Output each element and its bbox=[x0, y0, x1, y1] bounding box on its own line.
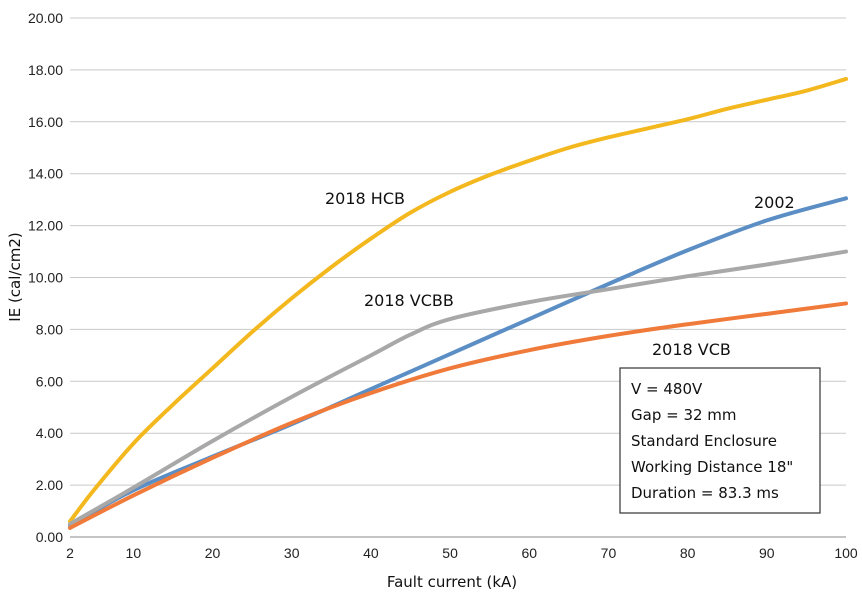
annotation-line-voltage: V = 480V bbox=[631, 380, 703, 398]
y-tick-label: 4.00 bbox=[36, 425, 63, 441]
x-tick-label: 40 bbox=[363, 545, 379, 561]
y-tick-label: 8.00 bbox=[36, 321, 63, 337]
y-axis-title: IE (cal/cm2) bbox=[6, 232, 24, 321]
annotation-line-distance: Working Distance 18" bbox=[631, 458, 793, 476]
series-line-2018-vcbb bbox=[68, 249, 848, 527]
y-tick-label: 10.00 bbox=[28, 270, 63, 286]
y-tick-label: 2.00 bbox=[36, 477, 63, 493]
annotation-line-enclosure: Standard Enclosure bbox=[631, 432, 777, 450]
annotation-box: V = 480V Gap = 32 mm Standard Enclosure … bbox=[619, 367, 821, 514]
y-tick-label: 6.00 bbox=[36, 373, 63, 389]
series-label-2018-hcb: 2018 HCB bbox=[325, 189, 405, 208]
series-line-2018-vcb bbox=[68, 301, 848, 530]
x-tick-labels: 2 10 20 30 40 50 60 70 80 90 100 bbox=[66, 545, 858, 561]
x-tick-label: 70 bbox=[601, 545, 617, 561]
y-tick-label: 14.00 bbox=[28, 166, 63, 182]
x-tick-label: 30 bbox=[284, 545, 300, 561]
y-tick-label: 18.00 bbox=[28, 62, 63, 78]
series-line-2018-hcb bbox=[68, 76, 848, 524]
x-tick-label: 90 bbox=[759, 545, 775, 561]
x-tick-label: 20 bbox=[205, 545, 221, 561]
y-tick-label: 12.00 bbox=[28, 218, 63, 234]
y-tick-labels: 0.00 2.00 4.00 6.00 8.00 10.00 12.00 14.00 16.00… bbox=[28, 10, 63, 545]
x-tick-label: 50 bbox=[442, 545, 458, 561]
y-tick-label: 20.00 bbox=[28, 10, 63, 26]
x-tick-label: 100 bbox=[834, 545, 858, 561]
y-tick-label: 16.00 bbox=[28, 114, 63, 130]
x-tick-label: 2 bbox=[66, 545, 74, 561]
annotation-line-gap: Gap = 32 mm bbox=[631, 406, 737, 424]
series-label-2018-vcbb: 2018 VCBB bbox=[364, 291, 454, 310]
series-label-2002: 2002 bbox=[754, 193, 795, 212]
x-tick-label: 10 bbox=[126, 545, 142, 561]
annotation-line-duration: Duration = 83.3 ms bbox=[631, 484, 779, 502]
series-lines bbox=[68, 76, 848, 530]
series-label-2018-vcb: 2018 VCB bbox=[652, 340, 731, 359]
x-tick-label: 60 bbox=[521, 545, 537, 561]
annotation-frame bbox=[619, 367, 821, 514]
x-tick-label: 80 bbox=[680, 545, 696, 561]
y-tick-label: 0.00 bbox=[36, 529, 63, 545]
x-axis-title: Fault current (kA) bbox=[387, 573, 517, 591]
